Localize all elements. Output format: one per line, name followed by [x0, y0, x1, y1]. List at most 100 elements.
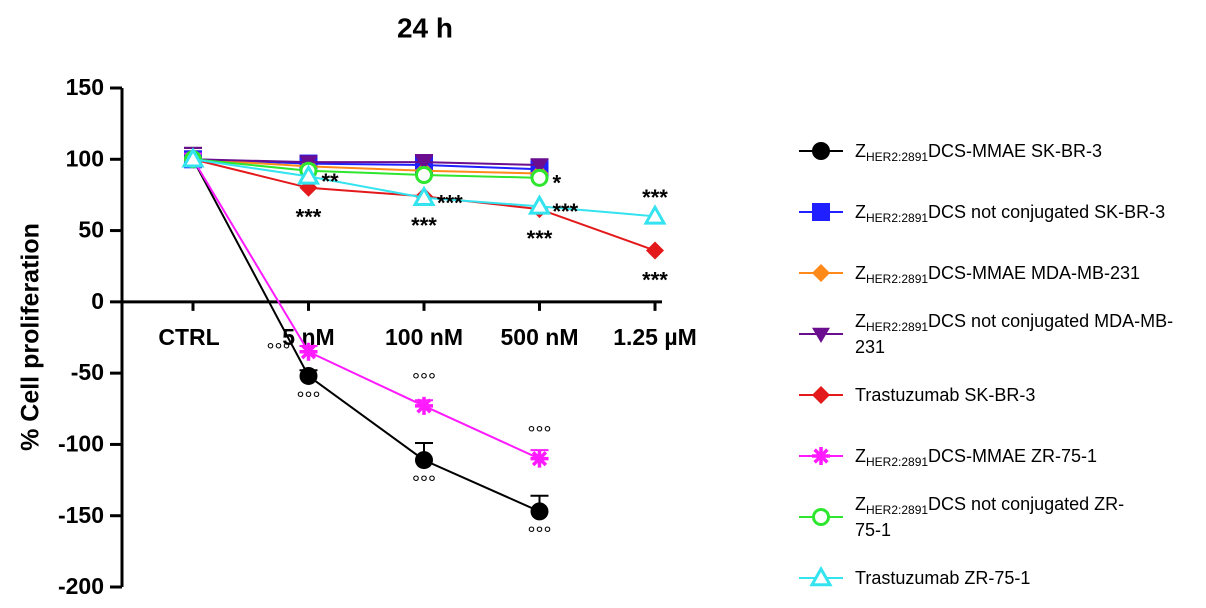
- y-tick-label: -50: [71, 359, 104, 385]
- legend-label: ZHER2:2891DCS not conjugated MDA-MB-231: [855, 308, 1185, 360]
- annotation: °°°: [412, 370, 436, 392]
- marker: [296, 164, 321, 185]
- legend-icon: [799, 327, 843, 343]
- annotation: **: [322, 169, 340, 194]
- x-tick-label: 100 nM: [385, 324, 463, 350]
- legend-subscript: HER2:2891: [866, 210, 929, 225]
- legend-item: ZHER2:2891DCS-MMAE ZR-75-1: [795, 425, 1195, 486]
- marker: [181, 147, 205, 168]
- x-tick-label: CTRL: [158, 324, 219, 350]
- y-axis-title: % Cell proliferation: [17, 223, 45, 451]
- marker: [812, 327, 830, 343]
- legend-label: Trastuzumab SK-BR-3: [855, 384, 1036, 405]
- legend-icon: [799, 141, 843, 160]
- y-tick-label: 150: [66, 74, 104, 100]
- series-line: [192, 158, 540, 179]
- annotation: ***: [527, 226, 553, 251]
- x-tick-label: 500 nM: [501, 324, 579, 350]
- series-line: [192, 158, 540, 513]
- legend-text: Z: [855, 140, 866, 161]
- legend-text: Z: [855, 262, 866, 283]
- marker: [299, 342, 318, 361]
- annotation: °°°: [267, 340, 291, 362]
- legend-text: DCS not conjugated ZR-75-1: [855, 493, 1125, 540]
- legend-text: DCS-MMAE SK-BR-3: [928, 140, 1103, 161]
- legend-text: Z: [855, 310, 866, 331]
- legend-item: ZHER2:2891DCS not conjugated SK-BR-3: [795, 181, 1195, 242]
- legend-item: ZHER2:2891DCS-MMAE SK-BR-3: [795, 120, 1195, 181]
- marker: [415, 165, 433, 184]
- annotation: ***: [553, 199, 579, 224]
- y-tick-label: 100: [66, 145, 104, 171]
- legend-subscript: HER2:2891: [866, 149, 929, 164]
- legend-icon: [799, 565, 843, 586]
- marker: [812, 263, 830, 282]
- legend-icon: [799, 385, 843, 404]
- legend-item: ZHER2:2891DCS not conjugated MDA-MB-231: [795, 303, 1195, 364]
- marker: [412, 185, 436, 207]
- legend-subscript: HER2:2891: [866, 319, 929, 334]
- annotation: °°°: [528, 524, 552, 546]
- legend-text: Z: [855, 201, 866, 222]
- legend-label: ZHER2:2891DCS-MMAE SK-BR-3: [855, 138, 1102, 164]
- legend-text: DCS-MMAE MDA-MB-231: [928, 262, 1141, 283]
- marker: [812, 385, 830, 404]
- chart-title: 24 h: [397, 12, 453, 43]
- y-tick-label: -200: [58, 573, 104, 599]
- marker: [530, 502, 549, 521]
- chart: 24 h % Cell proliferation -200 -150 -100 -5…: [17, 12, 697, 599]
- marker: [415, 155, 433, 172]
- legend-item: Trastuzumab SK-BR-3: [795, 364, 1195, 425]
- legend-icon: [799, 446, 843, 465]
- series-line: [192, 158, 540, 175]
- marker: [530, 168, 549, 187]
- legend-label: ZHER2:2891DCS not conjugated SK-BR-3: [855, 199, 1165, 225]
- marker: [530, 158, 549, 174]
- legend-subscript: HER2:2891: [866, 271, 929, 286]
- marker: [812, 141, 830, 160]
- marker: [643, 204, 667, 225]
- legend-subscript: HER2:2891: [866, 454, 929, 469]
- marker: [527, 194, 552, 215]
- annotation: °°°: [297, 388, 321, 410]
- legend-icon: [799, 507, 843, 526]
- y-tick-label: -100: [58, 431, 104, 457]
- legend-text: DCS not conjugated SK-BR-3: [928, 201, 1166, 222]
- marker: [415, 451, 433, 470]
- legend-label: ZHER2:2891DCS-MMAE ZR-75-1: [855, 443, 1097, 469]
- legend-label: Trastuzumab ZR-75-1: [855, 567, 1031, 588]
- marker: [812, 446, 830, 465]
- annotation: *: [553, 171, 562, 196]
- annotation: ***: [296, 205, 322, 230]
- legend-subscript: HER2:2891: [866, 502, 929, 517]
- legend-text: DCS-MMAE ZR-75-1: [928, 445, 1098, 466]
- annotation: ***: [411, 213, 437, 238]
- x-tick-label: 1.25 µM: [613, 324, 697, 350]
- legend-icon: [799, 263, 843, 282]
- legend-text: DCS not conjugated MDA-MB-231: [855, 310, 1174, 357]
- legend-icon: [799, 202, 843, 221]
- y-tick-label: -150: [58, 502, 104, 528]
- series-line: [192, 158, 540, 460]
- marker: [809, 565, 833, 586]
- legend: ZHER2:2891DCS-MMAE SK-BR-3 ZHER2:2891DCS …: [795, 120, 1195, 608]
- marker: [812, 507, 830, 526]
- legend-text: Z: [855, 493, 866, 514]
- marker: [299, 366, 318, 385]
- legend-item: ZHER2:2891DCS-MMAE MDA-MB-231: [795, 242, 1195, 303]
- legend-item: ZHER2:2891DCS not conjugated ZR-75-1: [795, 486, 1195, 547]
- legend-label: ZHER2:2891DCS-MMAE MDA-MB-231: [855, 260, 1140, 286]
- annotation: °°°: [412, 472, 436, 494]
- y-tick-label: 50: [78, 217, 104, 243]
- annotation: ***: [642, 185, 668, 210]
- legend-label: ZHER2:2891DCS not conjugated ZR-75-1: [855, 491, 1145, 543]
- legend-text: Z: [855, 445, 866, 466]
- series-line: [192, 158, 540, 166]
- marker: [812, 202, 830, 221]
- marker: [530, 449, 549, 468]
- annotation: ***: [642, 267, 668, 292]
- marker: [646, 241, 664, 260]
- marker: [415, 396, 433, 415]
- y-tick-label: 0: [91, 288, 104, 314]
